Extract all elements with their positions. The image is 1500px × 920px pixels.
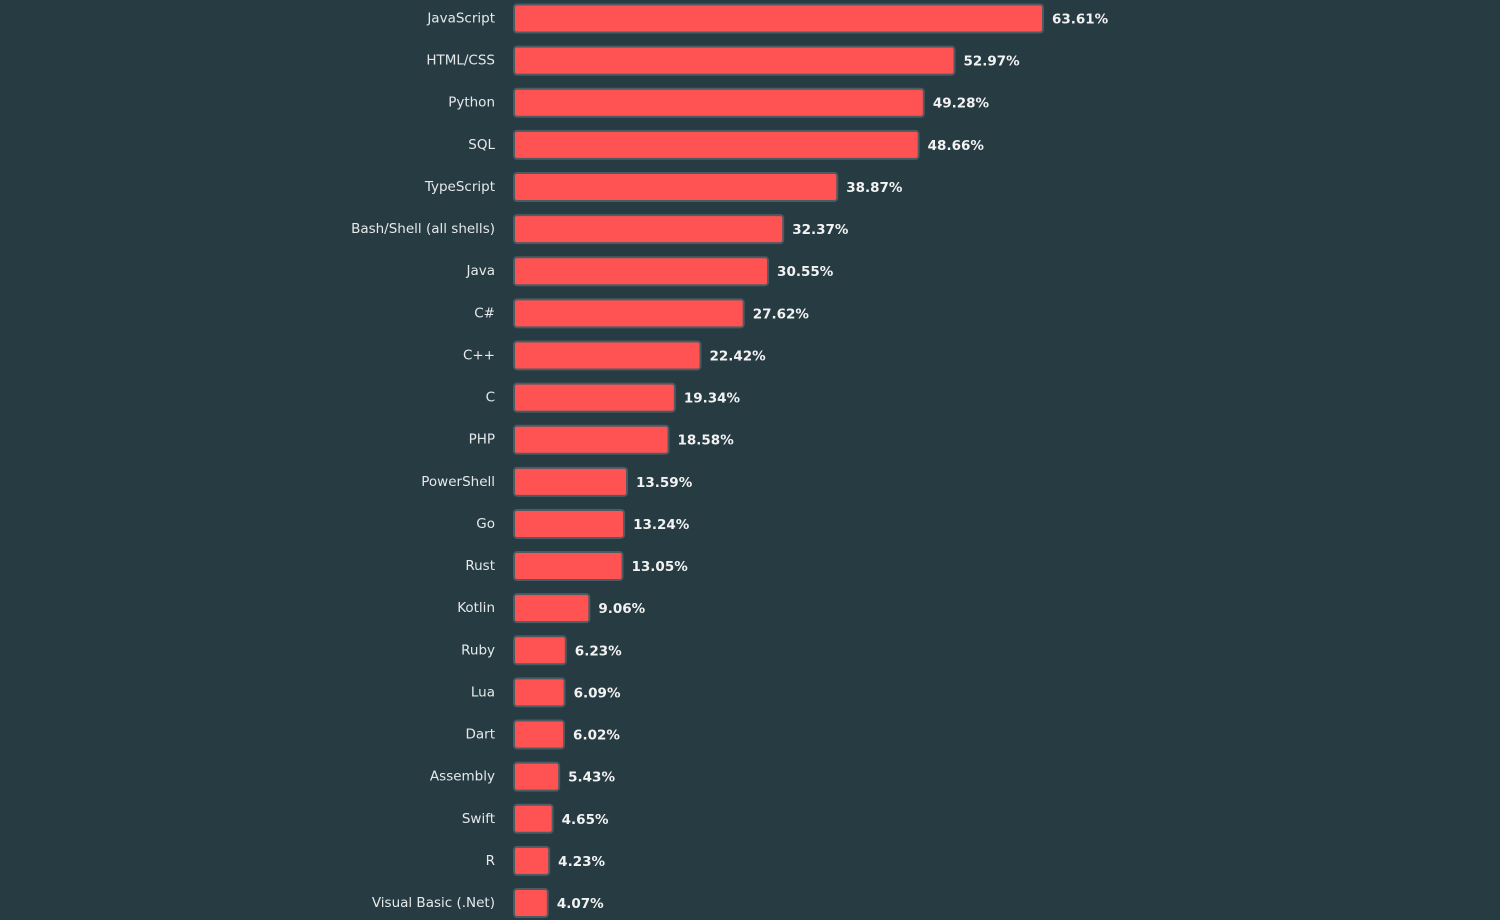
value-label: 22.42% [709,348,766,364]
value-label: 6.09% [574,685,621,701]
value-label: 27.62% [753,306,810,322]
category-label: Rust [465,558,495,574]
value-label: 30.55% [777,264,834,280]
category-label: Dart [465,727,495,743]
bar [513,635,567,666]
value-label: 19.34% [684,391,741,407]
bar [513,424,670,455]
bar [513,87,925,118]
category-label: Java [465,263,495,279]
bar [513,3,1044,34]
value-label: 4.07% [557,896,604,912]
bar [513,551,624,582]
category-label: C# [474,305,495,321]
category-label: Swift [462,811,495,827]
value-label: 32.37% [792,222,849,238]
category-label: TypeScript [424,179,495,195]
category-label: PHP [469,432,495,448]
value-label: 13.24% [633,517,690,533]
value-label: 52.97% [963,54,1020,70]
bar [513,171,839,202]
category-label: C++ [463,347,495,363]
value-label: 18.58% [678,433,735,449]
value-label: 48.66% [928,138,985,154]
category-label: Kotlin [457,600,495,616]
value-label: 13.59% [636,475,693,491]
category-label: C [486,390,495,406]
category-label: PowerShell [421,474,495,490]
bar [513,340,702,371]
value-label: 4.23% [558,854,605,870]
bar [513,761,561,792]
category-label: HTML/CSS [426,53,495,69]
bar [513,803,554,834]
category-label: Python [448,95,495,111]
category-label: Bash/Shell (all shells) [351,221,495,237]
value-label: 4.65% [562,812,609,828]
bar [513,129,920,160]
value-label: 5.43% [568,770,615,786]
bar [513,382,676,413]
category-label: Go [476,516,495,532]
category-label: SQL [468,137,495,153]
bar [513,719,566,750]
bar [513,256,770,287]
value-label: 6.02% [573,728,620,744]
value-label: 49.28% [933,96,990,112]
bar [513,214,785,245]
category-label: R [486,853,495,869]
category-label: Assembly [430,769,495,785]
bar [513,466,629,497]
value-label: 9.06% [598,601,645,617]
category-label: JavaScript [426,11,495,27]
category-label: Ruby [461,642,495,658]
value-label: 13.05% [632,559,689,575]
category-label: Lua [471,684,495,700]
bar [513,45,956,76]
value-label: 6.23% [575,643,622,659]
bar [513,677,566,708]
bar [513,593,591,624]
value-label: 38.87% [846,180,903,196]
bar [513,888,549,919]
category-label: Visual Basic (.Net) [372,895,495,911]
value-label: 63.61% [1052,12,1109,28]
bar [513,508,626,539]
bar [513,298,745,329]
bar [513,845,551,876]
